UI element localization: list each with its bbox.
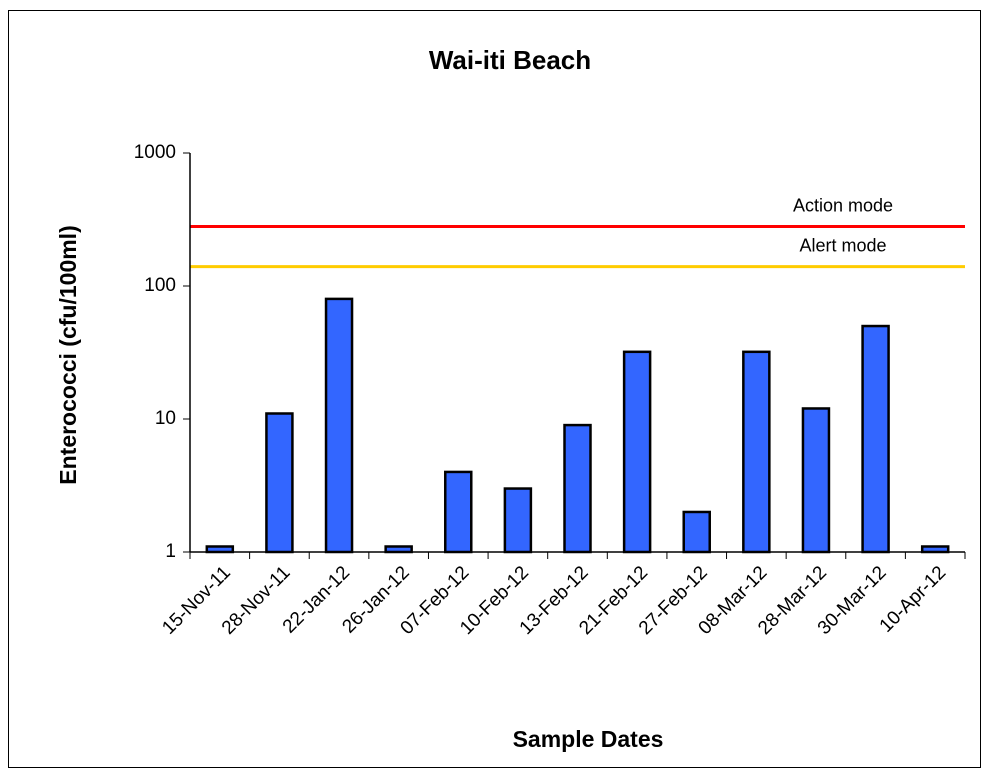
y-axis-title: Enterococci (cfu/100ml) (55, 225, 81, 484)
bar (265, 412, 294, 554)
y-tick-label: 1 (165, 541, 176, 562)
bar (503, 487, 533, 554)
x-axis-title: Sample Dates (513, 726, 664, 752)
bar (861, 324, 890, 554)
bar (324, 297, 354, 554)
bar (384, 545, 413, 554)
reference-label: Action mode (793, 195, 893, 215)
chart-frame (8, 10, 981, 768)
bar (682, 510, 711, 554)
y-tick-label: 10 (155, 408, 176, 429)
reference-label: Alert mode (799, 235, 886, 255)
bar (622, 350, 652, 554)
bar (920, 545, 950, 554)
bar (444, 470, 473, 554)
bar (563, 423, 592, 554)
bar (801, 407, 831, 554)
y-tick-label: 1000 (134, 142, 176, 163)
bar (742, 350, 771, 554)
bar (205, 545, 235, 554)
chart-title: Wai-iti Beach (429, 45, 591, 75)
y-tick-label: 100 (144, 275, 176, 296)
